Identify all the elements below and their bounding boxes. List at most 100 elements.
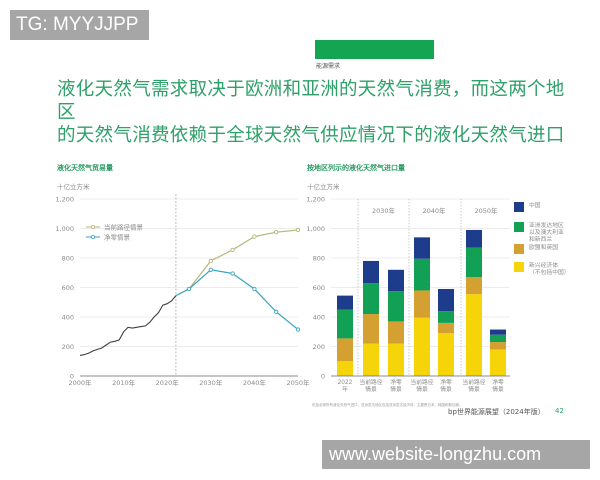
bar-segment — [466, 277, 482, 295]
x-tick-label: 情景 — [365, 385, 377, 393]
y-tick-label: 1,000 — [55, 225, 74, 233]
legend-swatch — [514, 202, 524, 212]
bar-segment — [438, 322, 454, 334]
y-tick-label: 800 — [313, 255, 325, 263]
legend-label: 欧盟和英国 — [529, 243, 558, 251]
left-chart-title: 液化天然气贸易量 — [57, 164, 113, 172]
group-label: 2030年 — [372, 206, 396, 215]
bar-segment — [438, 288, 454, 312]
y-tick-label: 1,200 — [306, 196, 325, 204]
y-tick-label: 800 — [62, 255, 74, 263]
data-point-marker — [252, 234, 257, 239]
bar-segment — [466, 294, 482, 376]
bar-segment — [363, 343, 379, 376]
section-label: 能源需求 — [316, 63, 341, 70]
y-tick-label: 600 — [62, 284, 74, 292]
bar-segment — [337, 338, 353, 362]
bar-segment — [363, 314, 379, 344]
watermark-top: TG: MYYJJPP — [10, 10, 149, 40]
y-tick-label: 400 — [62, 314, 74, 322]
y-tick-label: 1,000 — [306, 225, 325, 233]
legend-label: 净零情景 — [104, 232, 131, 241]
watermark-bottom: www.website-longzhu.com — [322, 440, 590, 469]
y-tick-label: 200 — [313, 343, 325, 351]
data-point-marker — [208, 267, 213, 272]
x-tick-label: 情景 — [416, 385, 428, 393]
bar-segment — [438, 311, 454, 323]
bar-segment — [414, 258, 430, 291]
data-point-marker — [230, 271, 235, 276]
bar-segment — [438, 333, 454, 376]
bar-segment — [414, 317, 430, 376]
bar-segment — [337, 309, 353, 339]
bar-segment — [490, 342, 506, 350]
legend-swatch — [514, 262, 524, 272]
left-chart-unit: 十亿立方米 — [57, 183, 90, 191]
legend-swatch — [514, 222, 524, 232]
series-line — [79, 295, 177, 356]
legend-label: 和新西兰 — [529, 235, 552, 243]
legend-label: （不包括中国） — [529, 268, 570, 276]
bar-segment — [490, 349, 506, 376]
bar-segment — [337, 295, 353, 310]
x-tick-label: 净零 — [492, 378, 504, 386]
bar-segment — [388, 291, 404, 322]
data-point-marker — [230, 247, 235, 253]
bar-segment — [414, 237, 430, 259]
data-point-marker — [295, 227, 301, 233]
y-tick-label: 600 — [313, 284, 325, 292]
legend-label: 亚洲发达地区 — [529, 221, 564, 229]
x-tick-label: 情景 — [390, 385, 402, 393]
x-tick-label: 2022 — [338, 380, 353, 386]
source-note: 包括全球所有液化天然气进口，亚洲发达地区包括亚洲发达经济体，主要是日本、韩国和新… — [312, 403, 463, 407]
y-tick-label: 400 — [313, 314, 325, 322]
data-point-marker — [295, 327, 301, 332]
headline-line-1: 液化天然气需求取决于欧洲和亚洲的天然气消费，而这两个地区 — [57, 79, 565, 123]
data-point-marker — [274, 230, 279, 235]
x-tick-label: 2040年 — [243, 378, 267, 387]
bar-segment — [363, 260, 379, 284]
data-point-marker — [252, 286, 257, 292]
bar-segment — [490, 334, 506, 343]
legend-swatch — [514, 244, 524, 254]
x-tick-label: 净零 — [440, 378, 452, 386]
bar-segment — [388, 343, 404, 376]
x-tick-label: 2020年 — [156, 378, 180, 387]
y-tick-label: 1,200 — [55, 196, 74, 204]
bar-segment — [466, 229, 482, 248]
bar-segment — [414, 290, 430, 318]
x-tick-label: 2050年 — [286, 378, 310, 387]
legend-label: 新兴经济体 — [529, 261, 558, 269]
bar-segment — [388, 321, 404, 344]
x-tick-label: 情景 — [492, 385, 504, 393]
headline-line-2: 的天然气消费依赖于全球天然气供应情况下的液化天然气进口 — [57, 125, 565, 146]
x-tick-label: 2000年 — [68, 378, 92, 387]
bar-segment — [466, 247, 482, 278]
bar-segment — [337, 361, 353, 376]
legend-swatch-marker — [91, 234, 96, 239]
legend-label: 以及澳大利亚 — [529, 228, 564, 236]
x-tick-label: 情景 — [440, 385, 452, 393]
y-tick-label: 0 — [70, 373, 74, 381]
publisher-label: bp世界能源展望（2024年版） — [448, 408, 545, 416]
data-point-marker — [186, 286, 192, 292]
bar-segment — [388, 269, 404, 292]
group-label: 2050年 — [474, 206, 498, 215]
page-headline: 液化天然气需求取决于欧洲和亚洲的天然气消费，而这两个地区 的天然气消费依赖于全球… — [57, 78, 577, 147]
data-point-marker — [274, 309, 279, 314]
legend-swatch-marker — [91, 224, 96, 229]
legend-label: 中国 — [529, 201, 541, 209]
page-number: 42 — [555, 407, 564, 415]
bar-segment — [363, 283, 379, 315]
right-chart-unit: 十亿立方米 — [307, 183, 340, 191]
x-tick-label: 情景 — [468, 385, 480, 393]
x-tick-label: 2010年 — [112, 378, 136, 387]
x-tick-label: 当前路径 — [359, 378, 382, 386]
y-tick-label: 200 — [62, 343, 74, 351]
legend-label: 当前路径情景 — [104, 222, 144, 231]
y-tick-label: 0 — [321, 373, 325, 381]
x-tick-label: 2030年 — [199, 378, 223, 387]
x-tick-label: 年 — [342, 385, 348, 393]
